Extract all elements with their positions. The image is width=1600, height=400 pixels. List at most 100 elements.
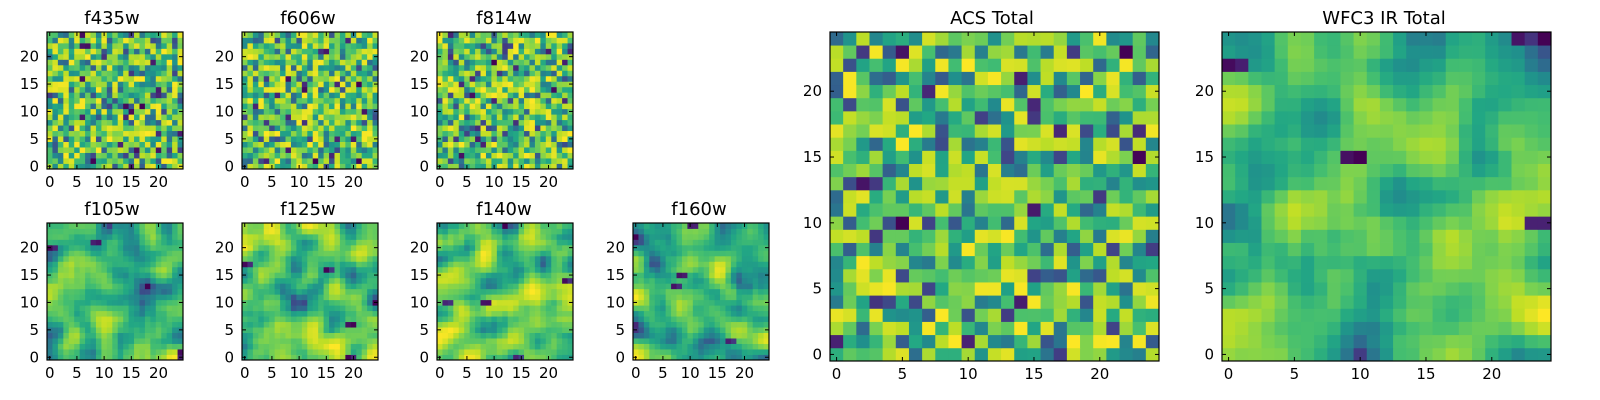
heatmap-cell: [101, 64, 108, 71]
heatmap-cell: [480, 299, 487, 306]
heatmap-cell: [144, 321, 151, 328]
heatmap-cell: [1080, 282, 1094, 296]
heatmap-cell: [534, 316, 541, 323]
heatmap-cell: [274, 255, 281, 262]
heatmap-cell: [177, 255, 184, 262]
heatmap-cell: [480, 141, 487, 148]
heatmap-cell: [660, 233, 667, 240]
heatmap-cell: [545, 48, 552, 55]
heatmap-cell: [95, 266, 102, 273]
heatmap-cell: [556, 288, 563, 295]
heatmap-cell: [280, 228, 286, 235]
heatmap-cell: [177, 321, 184, 328]
heatmap-cell: [987, 229, 1002, 243]
heatmap-cell: [709, 239, 715, 246]
heatmap-cell: [513, 92, 519, 99]
heatmap-cell: [329, 114, 335, 121]
heatmap-cell: [480, 86, 487, 93]
heatmap-cell: [47, 266, 53, 273]
heatmap-cell: [447, 147, 454, 153]
heatmap-cell: [247, 75, 254, 82]
heatmap-cell: [350, 48, 357, 55]
heatmap-cell: [318, 294, 324, 301]
heatmap-cell: [350, 141, 357, 148]
heatmap-cell: [274, 92, 281, 99]
heatmap-cell: [307, 343, 314, 350]
heatmap-cell: [301, 97, 308, 104]
heatmap-cell: [534, 136, 541, 142]
heatmap-cell: [79, 305, 86, 312]
heatmap-cell: [681, 332, 688, 339]
heatmap-cell: [63, 272, 70, 279]
heatmap-cell: [123, 305, 129, 312]
heatmap-cell: [681, 316, 688, 323]
heatmap-cell: [671, 261, 677, 268]
heatmap-cell: [665, 321, 672, 328]
heatmap-cell: [345, 310, 352, 317]
heatmap-cell: [507, 255, 514, 262]
heatmap-cell: [263, 119, 270, 126]
heatmap-cell: [74, 272, 81, 279]
heatmap-cell: [518, 64, 525, 71]
heatmap-cell: [68, 97, 75, 104]
heatmap-cell: [638, 294, 645, 301]
heatmap-cell: [1093, 229, 1107, 243]
heatmap-cell: [856, 203, 870, 217]
heatmap-cell: [334, 42, 341, 49]
heatmap-cell: [345, 70, 352, 77]
heatmap-cell: [562, 354, 568, 361]
heatmap-cell: [52, 316, 59, 323]
heatmap-cell: [1014, 347, 1028, 362]
heatmap-cell: [128, 305, 135, 312]
heatmap-cell: [252, 64, 259, 71]
heatmap-cell: [1119, 295, 1134, 309]
heatmap-cell: [177, 316, 184, 323]
heatmap-cell: [551, 130, 558, 137]
heatmap-cell: [85, 70, 91, 77]
heatmap-cell: [654, 255, 661, 262]
heatmap-cell: [112, 343, 119, 350]
heatmap-cell: [367, 305, 373, 312]
heatmap-cell: [507, 130, 514, 137]
heatmap-cell: [350, 119, 357, 126]
heatmap-cell: [758, 255, 764, 262]
heatmap-cell: [654, 244, 661, 251]
heatmap-cell: [567, 294, 574, 301]
heatmap-cell: [633, 338, 639, 344]
heatmap-cell: [334, 349, 341, 355]
heatmap-cell: [95, 86, 102, 93]
heatmap-cell: [447, 125, 454, 132]
heatmap-cell: [540, 239, 547, 246]
heatmap-cell: [502, 119, 509, 126]
heatmap-cell: [68, 354, 75, 361]
heatmap-cell: [1093, 268, 1107, 283]
heatmap-cell: [725, 321, 732, 328]
heatmap-cell: [491, 108, 498, 115]
heatmap-cell: [106, 97, 113, 104]
heatmap-cell: [654, 288, 661, 295]
heatmap-cell: [74, 299, 81, 306]
heatmap-cell: [687, 349, 694, 355]
heatmap-cell: [318, 130, 324, 137]
heatmap-cell: [545, 70, 552, 77]
heatmap-cell: [654, 316, 661, 323]
heatmap-cell: [296, 64, 303, 71]
heatmap-cell: [895, 321, 910, 336]
heatmap-cell: [74, 119, 81, 126]
heatmap-cell: [79, 277, 86, 284]
heatmap-cell: [117, 239, 124, 246]
heatmap-cell: [290, 42, 297, 49]
heatmap-cell: [139, 354, 146, 361]
heatmap-cell: [367, 114, 373, 121]
heatmap-cell: [1132, 242, 1147, 257]
heatmap-cell: [301, 86, 308, 93]
heatmap-cell: [274, 250, 281, 257]
heatmap-cell: [280, 59, 286, 66]
heatmap-cell: [301, 272, 308, 279]
heatmap-cell: [101, 97, 108, 104]
heatmap-cell: [671, 299, 677, 306]
heatmap-cell: [242, 310, 248, 317]
heatmap-cell: [475, 42, 481, 49]
heatmap-cell: [687, 266, 694, 273]
heatmap-cell: [1040, 334, 1055, 349]
